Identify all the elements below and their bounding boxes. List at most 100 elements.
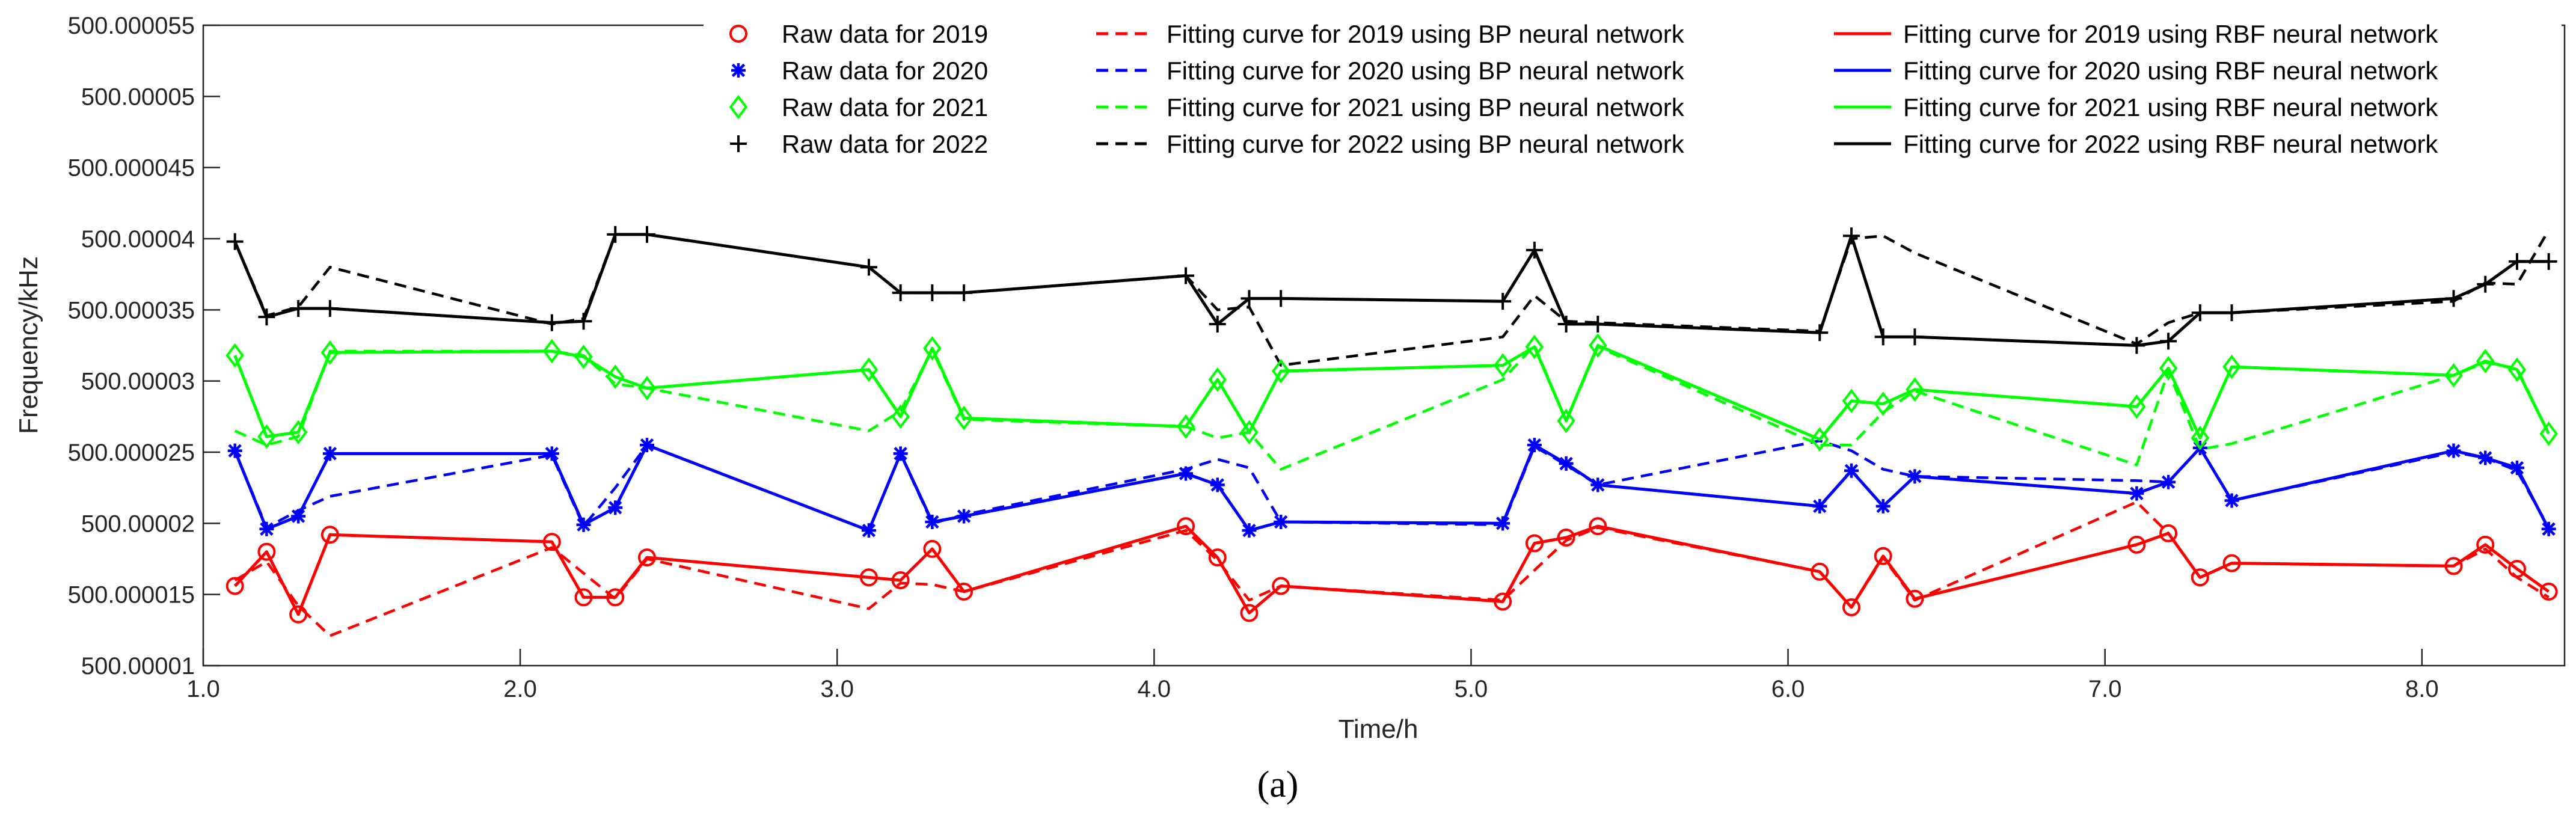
data-point-asterisk (2478, 450, 2493, 465)
legend-label: Raw data for 2020 (782, 57, 988, 85)
data-point-asterisk (893, 446, 908, 461)
data-point-plus (730, 135, 747, 152)
data-point-asterisk (544, 446, 559, 461)
legend-entry: Fitting curve for 2020 using RBF neural … (1834, 57, 2438, 85)
data-point-asterisk (925, 514, 940, 529)
data-point-plus (2160, 333, 2177, 350)
data-point-plus (892, 284, 909, 301)
data-point-plus (860, 259, 877, 276)
data-point-circle (955, 582, 974, 601)
data-point-circle (891, 571, 910, 589)
data-point-asterisk (639, 438, 654, 453)
data-point-plus (2477, 275, 2494, 293)
data-point-plus (607, 225, 624, 243)
data-point-circle (2159, 524, 2178, 542)
legend-background (704, 12, 2562, 164)
x-tick-label: 5.0 (1455, 676, 1488, 702)
data-point-diamond (2222, 354, 2241, 379)
data-point-circle (289, 605, 308, 624)
data-point-asterisk (259, 521, 274, 536)
data-point-circle (606, 588, 625, 607)
data-point-circle (1842, 598, 1860, 616)
data-point-circle (542, 533, 561, 551)
data-point-plus (258, 308, 275, 326)
x-tick-label: 3.0 (820, 676, 854, 702)
data-point-diamond (225, 343, 244, 368)
data-point-plus (543, 314, 560, 331)
data-point-circle (1811, 562, 1829, 581)
series-raw-2 (225, 333, 2558, 452)
y-tick-label: 500.00003 (81, 369, 195, 395)
data-point-diamond (257, 424, 276, 449)
y-tick-label: 500.00002 (81, 511, 195, 537)
data-point-circle (923, 539, 942, 558)
data-point-diamond (606, 364, 625, 389)
series-rbf-11 (233, 233, 2549, 347)
legend-label: Raw data for 2021 (782, 93, 988, 121)
data-point-plus (1906, 328, 1924, 346)
data-point-circle (574, 588, 593, 607)
series-bp-7 (233, 229, 2550, 367)
data-point-circle (1240, 604, 1259, 622)
data-point-plus (1526, 241, 1543, 259)
y-axis-label: Frequency/kHz (14, 256, 43, 434)
x-tick-label: 8.0 (2405, 676, 2439, 702)
legend-label: Fitting curve for 2020 using BP neural n… (1167, 57, 1685, 85)
legend-entry: Fitting curve for 2020 using BP neural n… (1096, 57, 1685, 85)
data-point-asterisk (1590, 477, 1605, 492)
data-point-plus (1272, 290, 1290, 307)
series-raw-3 (226, 225, 2557, 354)
x-tick-label: 2.0 (503, 676, 537, 702)
series-line-bp (234, 344, 2550, 471)
data-point-circle (2539, 582, 2558, 601)
legend-entry: Raw data for 2022 (730, 130, 988, 158)
data-point-asterisk (1179, 466, 1194, 481)
data-point-circle (2507, 560, 2526, 578)
data-point-asterisk (1559, 456, 1574, 471)
data-point-plus (955, 284, 973, 301)
panel-label: (a) (1257, 764, 1299, 805)
data-point-plus (2223, 304, 2240, 322)
data-point-asterisk (1812, 498, 1827, 514)
data-point-plus (226, 233, 244, 250)
data-point-asterisk (1274, 514, 1289, 529)
data-point-diamond (1906, 377, 1924, 402)
data-point-plus (2128, 337, 2145, 354)
y-tick-label: 500.000045 (68, 155, 195, 182)
data-point-plus (1557, 316, 1575, 333)
data-point-diamond (1557, 408, 1575, 434)
data-point-circle (1272, 577, 1290, 595)
y-tick-label: 500.00005 (81, 84, 195, 110)
data-point-asterisk (2509, 461, 2524, 476)
data-point-diamond (1493, 353, 1512, 378)
data-point-asterisk (2224, 493, 2239, 508)
data-point-circle (1906, 589, 1924, 608)
data-point-plus (2508, 253, 2525, 270)
data-point-circle (1874, 547, 1892, 565)
legend-label: Raw data for 2019 (782, 20, 988, 48)
data-point-circle (2444, 557, 2463, 575)
data-point-diamond (1176, 414, 1195, 439)
data-point-circle (1525, 534, 1544, 553)
data-point-circle (1557, 529, 1575, 547)
x-tick-label: 4.0 (1138, 676, 1171, 702)
data-point-circle (637, 548, 656, 567)
series-raw-0 (225, 517, 2558, 624)
data-point-asterisk (576, 517, 591, 532)
data-point-asterisk (1495, 516, 1510, 531)
data-point-plus (1240, 290, 1258, 307)
data-point-diamond (1589, 333, 1607, 358)
data-point-asterisk (957, 509, 972, 524)
legend-label: Fitting curve for 2021 using BP neural n… (1167, 93, 1685, 121)
data-point-circle (320, 526, 339, 544)
data-point-asterisk (608, 500, 623, 515)
series-rbf-8 (233, 524, 2550, 616)
data-point-asterisk (731, 63, 746, 78)
data-point-diamond (859, 357, 879, 382)
data-point-circle (2191, 568, 2209, 587)
legend-label: Fitting curve for 2022 using BP neural n… (1167, 130, 1685, 158)
data-point-circle (1494, 592, 1512, 611)
data-point-diamond (2159, 356, 2178, 381)
legend-entry: Fitting curve for 2019 using RBF neural … (1834, 20, 2438, 48)
